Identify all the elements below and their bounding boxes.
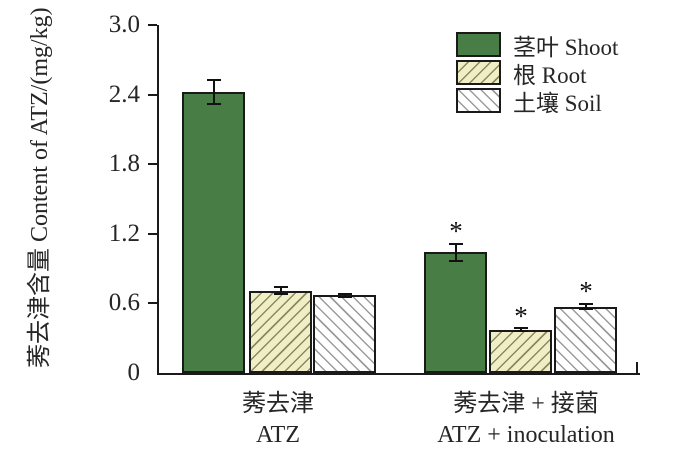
significance-star: * xyxy=(514,301,528,331)
error-bar-line xyxy=(213,79,215,105)
error-bar xyxy=(579,303,593,310)
bar-series2-group0 xyxy=(313,295,376,373)
y-axis-title-zh: 莠去津含量 xyxy=(27,248,53,368)
x-category-label-atz: 莠去津 ATZ xyxy=(242,389,314,451)
error-bar xyxy=(514,327,528,332)
error-bar-cap xyxy=(274,286,288,288)
error-bar-cap xyxy=(338,293,352,295)
x-category-label-en: ATZ xyxy=(256,422,300,448)
y-axis-title-en: Content of ATZ/(mg/kg) xyxy=(27,7,53,242)
legend-row-2: 土壤 Soil xyxy=(456,88,618,116)
y-axis-tick xyxy=(148,24,157,26)
legend-label-0: 茎叶 Shoot xyxy=(513,34,619,60)
legend-label-2: 土壤 Soil xyxy=(513,90,602,116)
x-category-label-zh: 莠去津 xyxy=(242,391,314,417)
error-bar xyxy=(274,286,288,295)
legend-swatch-2 xyxy=(456,88,501,113)
error-bar-cap xyxy=(579,308,593,310)
y-axis-tick xyxy=(148,94,157,96)
legend-swatch-1 xyxy=(456,60,501,85)
x-category-label-en: ATZ + inoculation xyxy=(437,422,615,448)
bar-series1-group0 xyxy=(249,291,312,373)
error-bar xyxy=(207,79,221,105)
error-bar xyxy=(338,293,352,298)
error-bar xyxy=(449,243,463,262)
y-axis-tick xyxy=(148,163,157,165)
error-bar-cap xyxy=(579,303,593,305)
error-bar-cap xyxy=(449,260,463,262)
y-axis-tick-label: 1.2 xyxy=(108,220,140,247)
legend: 茎叶 Shoot 根 Root 土壤 Soil xyxy=(456,32,618,116)
y-axis-tick-label: 0.6 xyxy=(108,289,140,316)
x-axis-end-tick xyxy=(636,362,638,373)
bar-series0-group0 xyxy=(182,92,245,373)
y-axis-tick-label: 2.4 xyxy=(108,81,140,108)
bar-series2-group1 xyxy=(554,307,617,373)
error-bar-cap xyxy=(449,243,463,245)
error-bar-cap xyxy=(514,327,528,329)
y-axis-tick-label: 0 xyxy=(127,359,141,386)
bar-series1-group1 xyxy=(489,330,552,373)
legend-row-1: 根 Root xyxy=(456,60,618,88)
x-category-label-zh: 莠去津 + 接菌 xyxy=(453,391,599,417)
error-bar-line xyxy=(344,293,346,298)
y-axis-tick-label: 3.0 xyxy=(108,11,140,38)
legend-swatch-0 xyxy=(456,32,501,57)
legend-label-1: 根 Root xyxy=(513,62,587,88)
error-bar-cap xyxy=(207,103,221,105)
significance-star: * xyxy=(449,216,463,246)
x-category-label-atz-inoculation: 莠去津 + 接菌 ATZ + inoculation xyxy=(437,389,615,451)
error-bar-line xyxy=(585,303,587,310)
error-bar-cap xyxy=(274,293,288,295)
y-axis-tick-label: 1.8 xyxy=(108,150,140,177)
y-axis-tick xyxy=(148,233,157,235)
bar-series0-group1 xyxy=(424,252,487,373)
legend-row-0: 茎叶 Shoot xyxy=(456,32,618,60)
plot-area: * * * xyxy=(148,24,640,375)
significance-star: * xyxy=(579,276,593,306)
error-bar-line xyxy=(520,327,522,332)
y-axis-tick xyxy=(148,302,157,304)
error-bar-cap xyxy=(514,330,528,332)
error-bar-cap xyxy=(338,296,352,298)
error-bar-line xyxy=(280,286,282,295)
error-bar-cap xyxy=(207,79,221,81)
error-bar-line xyxy=(455,243,457,262)
